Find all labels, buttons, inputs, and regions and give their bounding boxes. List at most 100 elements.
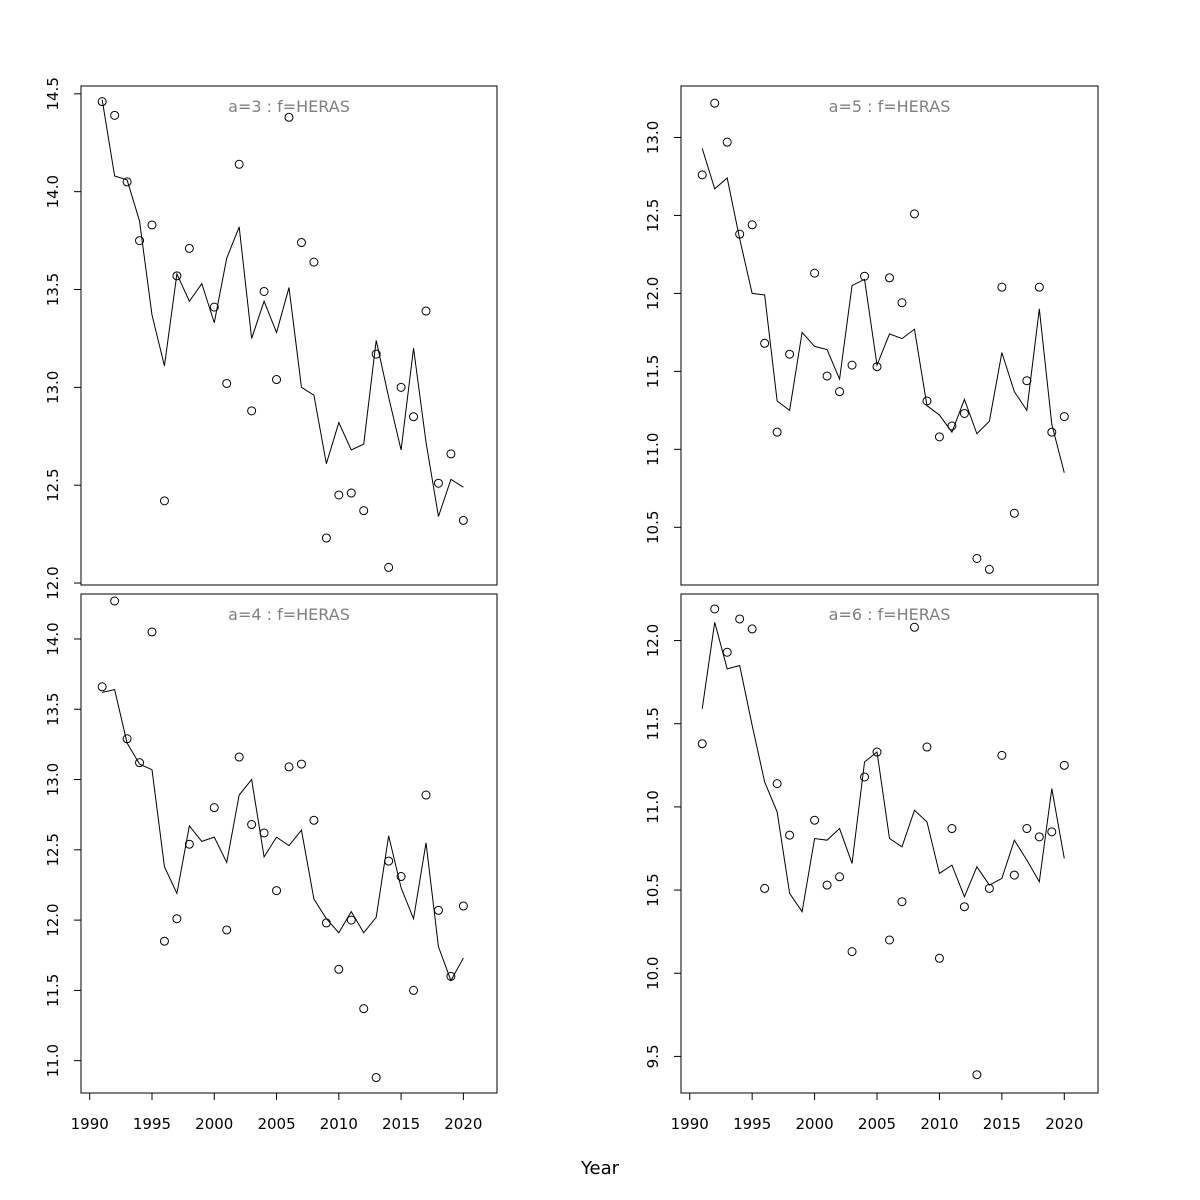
data-point [384, 562, 394, 572]
data-point [234, 159, 244, 169]
data-point [697, 739, 707, 749]
panel-1: a=5 : f=HERAS 10.5 11.0 11.5 12.0 12.5 13.0 [644, 85, 1099, 586]
data-point [984, 564, 994, 574]
data-point [747, 624, 757, 634]
data-point [384, 856, 394, 866]
data-point [421, 790, 431, 800]
panel-title: a=3 : f=HERAS [228, 97, 350, 116]
x-tick-label: 1995 [733, 1115, 771, 1133]
y-tick-label: 14.0 [44, 175, 62, 208]
panels: a=3 : f=HERAS 12.0 12.5 13.0 13.5 14.0 14.5 a=5… [44, 77, 1099, 1133]
data-point [1022, 824, 1032, 834]
data-point [409, 985, 419, 995]
data-point [359, 1004, 369, 1014]
y-tick-label: 12.0 [644, 624, 662, 657]
y-tick-label: 10.5 [644, 873, 662, 906]
data-point [1059, 412, 1069, 422]
y-tick-label: 11.5 [644, 707, 662, 740]
data-point [234, 752, 244, 762]
y-tick-label: 13.0 [44, 763, 62, 796]
data-point [872, 747, 882, 757]
data-point [847, 360, 857, 370]
data-point [772, 427, 782, 437]
data-point [747, 220, 757, 230]
data-point [885, 273, 894, 283]
data-point [409, 412, 419, 422]
data-point [909, 622, 919, 632]
data-point [222, 925, 232, 935]
data-point [259, 286, 269, 296]
data-point [147, 627, 157, 637]
y-tick-label: 13.0 [44, 371, 62, 404]
data-point [947, 824, 957, 834]
data-point [396, 872, 406, 882]
data-point [1009, 870, 1019, 880]
data-point [885, 935, 894, 945]
data-point [909, 209, 919, 219]
data-point [433, 905, 443, 915]
data-point [959, 902, 969, 912]
panel-2: a=4 : f=HERAS 11.0 11.5 12.0 12.5 13.0 13.5 14.… [44, 593, 498, 1133]
data-point [184, 243, 194, 253]
data-point [147, 220, 157, 230]
data-point [1009, 508, 1019, 518]
x-tick-label: 2005 [257, 1115, 295, 1133]
panel-title: a=6 : f=HERAS [829, 605, 951, 624]
y-tick-label: 11.0 [644, 790, 662, 823]
y-tick-label: 12.5 [644, 199, 662, 232]
data-point [810, 268, 820, 278]
data-point [835, 872, 845, 882]
data-point [359, 506, 369, 516]
data-point [972, 553, 982, 563]
x-tick-label: 1990 [671, 1115, 709, 1133]
data-point [272, 886, 282, 896]
panel-title: a=5 : f=HERAS [829, 97, 951, 116]
x-tick-label: 2020 [444, 1115, 482, 1133]
y-tick-label: 9.5 [644, 1044, 662, 1068]
data-point [785, 349, 795, 359]
data-point [247, 820, 257, 830]
y-tick-label: 10.5 [644, 511, 662, 544]
data-point [735, 614, 745, 624]
data-point [296, 238, 306, 248]
data-point [934, 953, 944, 963]
data-point [396, 382, 406, 392]
data-point [1034, 832, 1044, 842]
x-tick-label: 2000 [795, 1115, 833, 1133]
data-point [346, 915, 356, 925]
data-point [346, 488, 356, 498]
data-point [785, 830, 795, 840]
y-tick-label: 13.5 [44, 693, 62, 726]
data-point [772, 779, 782, 789]
y-tick-label: 12.0 [644, 277, 662, 310]
data-point [822, 880, 832, 890]
data-point [284, 762, 294, 772]
data-point [421, 306, 431, 316]
data-point [371, 349, 381, 359]
y-tick-label: 11.5 [644, 355, 662, 388]
x-tick-label: 2005 [858, 1115, 896, 1133]
data-point [309, 257, 319, 267]
data-point [446, 449, 456, 459]
data-point [972, 1070, 982, 1080]
y-tick-label: 13.0 [644, 121, 662, 154]
data-point [259, 828, 269, 838]
data-point [710, 98, 720, 108]
y-tick-label: 14.0 [44, 622, 62, 655]
y-tick-label: 13.5 [44, 273, 62, 306]
data-point [296, 759, 306, 769]
data-point [860, 772, 870, 782]
data-point [810, 815, 820, 825]
y-tick-label: 14.5 [44, 77, 62, 110]
data-point [247, 406, 257, 416]
data-point [97, 682, 107, 692]
plot-frame [80, 593, 498, 1094]
data-point [110, 110, 120, 120]
data-point [110, 596, 120, 606]
data-point [835, 387, 845, 397]
data-point [710, 604, 720, 614]
y-tick-label: 12.0 [44, 903, 62, 936]
y-tick-label: 10.0 [644, 957, 662, 990]
x-axis-label: Year [580, 1158, 620, 1179]
data-point [209, 302, 219, 312]
